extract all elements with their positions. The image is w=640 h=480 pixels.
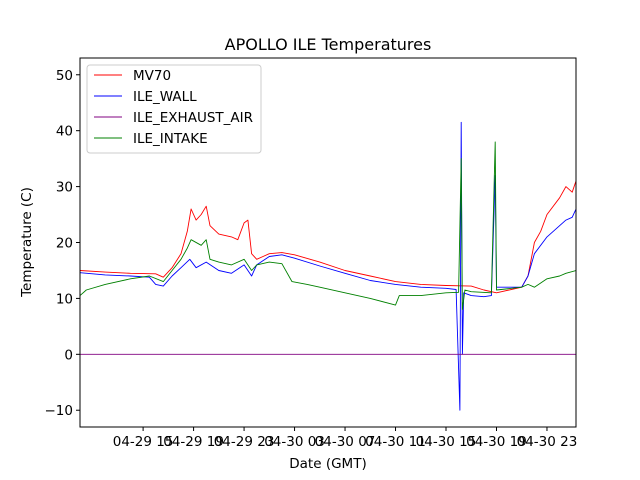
x-tick-label: 04-30 23 [517,434,578,450]
y-axis: −10 0 10 20 30 40 50 [45,68,80,419]
legend-entry-label: ILE_INTAKE [133,131,208,147]
legend-entry-label: ILE_WALL [133,89,197,105]
y-tick-label: 20 [56,236,73,252]
x-tick-label: 04-29 15 [113,434,174,450]
series-line-mv70 [80,180,576,294]
legend-entry-label: MV70 [133,68,171,84]
x-tick-label: 04-30 03 [264,434,325,450]
chart-title: APOLLO ILE Temperatures [225,35,432,54]
y-tick-label: 50 [56,68,73,84]
y-tick-label: 10 [56,291,73,307]
series-layer [80,121,576,411]
x-tick-label: 04-30 11 [365,434,426,450]
x-tick-label: 04-30 15 [416,434,477,450]
y-tick-label: 40 [56,124,73,140]
y-tick-label: 0 [64,347,73,363]
y-tick-label: 30 [56,180,73,196]
series-line-ile-intake [80,141,576,311]
legend: MV70 ILE_WALL ILE_EXHAUST_AIR ILE_INTAKE [86,64,262,154]
legend-entry-label: ILE_EXHAUST_AIR [133,110,253,126]
y-tick-label: −10 [45,403,74,419]
y-axis-label: Temperature (C) [19,187,35,298]
legend-box [86,64,262,154]
x-axis-label: Date (GMT) [289,456,366,472]
x-tick-label: 04-29 19 [163,434,224,450]
x-tick-label: 04-30 19 [466,434,527,450]
x-tick-label: 04-29 23 [214,434,275,450]
x-tick-label: 04-30 07 [315,434,376,450]
